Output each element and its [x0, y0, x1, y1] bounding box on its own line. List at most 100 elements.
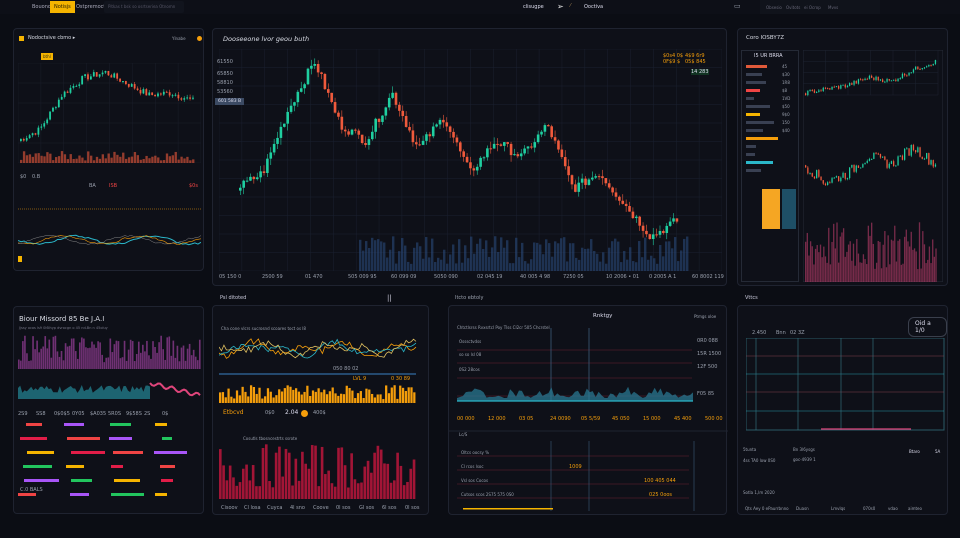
table-row[interactable] — [746, 121, 775, 124]
volume-bar — [686, 236, 689, 271]
side-table: I5 UR BRRA 45 $30 1R8 $8 1VD $50 9$0 150… — [741, 50, 799, 282]
action-button[interactable]: Oid a 1/0 — [908, 317, 947, 337]
order-row[interactable] — [70, 493, 90, 496]
tab-1[interactable]: Notisjs — [50, 1, 75, 13]
candle — [492, 143, 496, 149]
order-row[interactable] — [27, 451, 54, 454]
line-chart[interactable] — [746, 338, 946, 434]
section-label: Psl ditoted — [220, 295, 247, 301]
candle — [846, 178, 849, 180]
crimson-bar — [228, 465, 232, 499]
pause-icon[interactable]: || — [387, 294, 392, 302]
candle — [665, 225, 669, 234]
right-item[interactable]: Obsesio — [766, 5, 782, 10]
order-row[interactable] — [65, 465, 85, 468]
settings-icon[interactable] — [197, 36, 202, 41]
send-icon[interactable]: ➢ — [557, 2, 564, 11]
volume-bar — [177, 159, 180, 163]
ranking-chart[interactable] — [449, 306, 728, 516]
order-row[interactable] — [23, 465, 53, 468]
candle — [333, 102, 337, 113]
order-row[interactable] — [154, 493, 168, 496]
table-row[interactable] — [746, 129, 763, 132]
x-tick-label: 02 045 19 — [477, 274, 503, 280]
order-row[interactable] — [70, 451, 106, 454]
row-label: $A035 — [90, 411, 107, 417]
orange-bar — [278, 389, 281, 403]
wave-and-bar-charts[interactable] — [219, 331, 424, 511]
order-row[interactable] — [66, 437, 101, 440]
window-icon[interactable]: ▭ — [734, 2, 741, 10]
order-row[interactable] — [109, 423, 131, 426]
stacked-charts[interactable] — [803, 50, 943, 282]
order-row[interactable] — [20, 437, 47, 440]
x-tick-label: 01 470 — [305, 274, 323, 280]
order-row[interactable] — [18, 493, 36, 496]
candle — [851, 164, 853, 168]
right-item[interactable]: ei Ocrop — [804, 5, 821, 10]
volume-bar — [626, 259, 629, 271]
volume-charts[interactable] — [18, 333, 201, 405]
orange-bar — [370, 393, 374, 403]
value: 15R 1500 — [697, 351, 722, 357]
table-row[interactable] — [746, 145, 756, 148]
pink-bar — [935, 248, 937, 282]
order-row[interactable] — [162, 437, 173, 440]
table-row[interactable] — [746, 73, 763, 76]
candle — [807, 167, 809, 174]
table-row[interactable] — [746, 105, 771, 108]
order-row[interactable] — [113, 451, 143, 454]
candle — [591, 177, 594, 180]
table-row[interactable] — [746, 137, 779, 140]
order-row[interactable] — [71, 479, 92, 482]
candlestick-chart[interactable] — [18, 63, 201, 163]
table-row[interactable] — [746, 89, 760, 92]
panel-dropdown[interactable]: Ptmgs oloe — [694, 314, 717, 319]
volume-bar — [377, 239, 380, 271]
right-item[interactable]: Ovitots — [786, 5, 801, 10]
table-row[interactable] — [746, 153, 755, 156]
candle — [482, 157, 486, 159]
order-row[interactable] — [159, 465, 175, 468]
search-input[interactable]: Pitkas t bsk so osrtseriea Otnomn — [104, 1, 184, 13]
highlight-block — [762, 189, 780, 229]
order-row[interactable] — [24, 479, 60, 482]
candle — [371, 131, 374, 140]
order-row[interactable] — [114, 479, 141, 482]
table-row[interactable] — [746, 113, 761, 116]
oscillator-chart[interactable] — [18, 194, 201, 266]
volume-bar — [548, 243, 551, 271]
overview-button[interactable]: Ooctiva — [584, 4, 604, 10]
candle — [882, 79, 884, 83]
main-candlestick-chart[interactable] — [219, 49, 722, 271]
volume-bar — [49, 153, 52, 163]
tab-2[interactable]: Ostpremocts — [76, 4, 108, 10]
pen-icon[interactable]: ⁄ — [570, 3, 571, 9]
volume-bar — [644, 237, 647, 271]
table-row[interactable] — [746, 97, 755, 100]
right-item[interactable]: Mvvs — [828, 5, 839, 10]
order-row[interactable] — [161, 479, 174, 482]
order-row[interactable] — [110, 493, 145, 496]
order-row[interactable] — [111, 465, 123, 468]
order-row[interactable] — [155, 423, 167, 426]
candle — [868, 75, 871, 79]
volume-bar — [620, 262, 623, 271]
table-row[interactable] — [746, 169, 761, 172]
tab-0[interactable]: Bouono — [32, 4, 51, 10]
table-row[interactable] — [746, 161, 773, 164]
pink-bar — [821, 257, 823, 282]
volume-bar — [389, 249, 392, 271]
order-row[interactable] — [154, 451, 188, 454]
orange-bar — [311, 390, 315, 403]
order-row[interactable] — [25, 423, 43, 426]
table-row[interactable] — [746, 65, 768, 68]
crimson-bar — [264, 444, 268, 499]
candle — [448, 126, 452, 132]
table-row[interactable] — [746, 81, 767, 84]
candle — [411, 130, 415, 143]
order-row[interactable] — [63, 423, 85, 426]
volume-bar — [182, 345, 185, 369]
order-row[interactable] — [109, 437, 133, 440]
crimson-bar — [409, 468, 413, 499]
